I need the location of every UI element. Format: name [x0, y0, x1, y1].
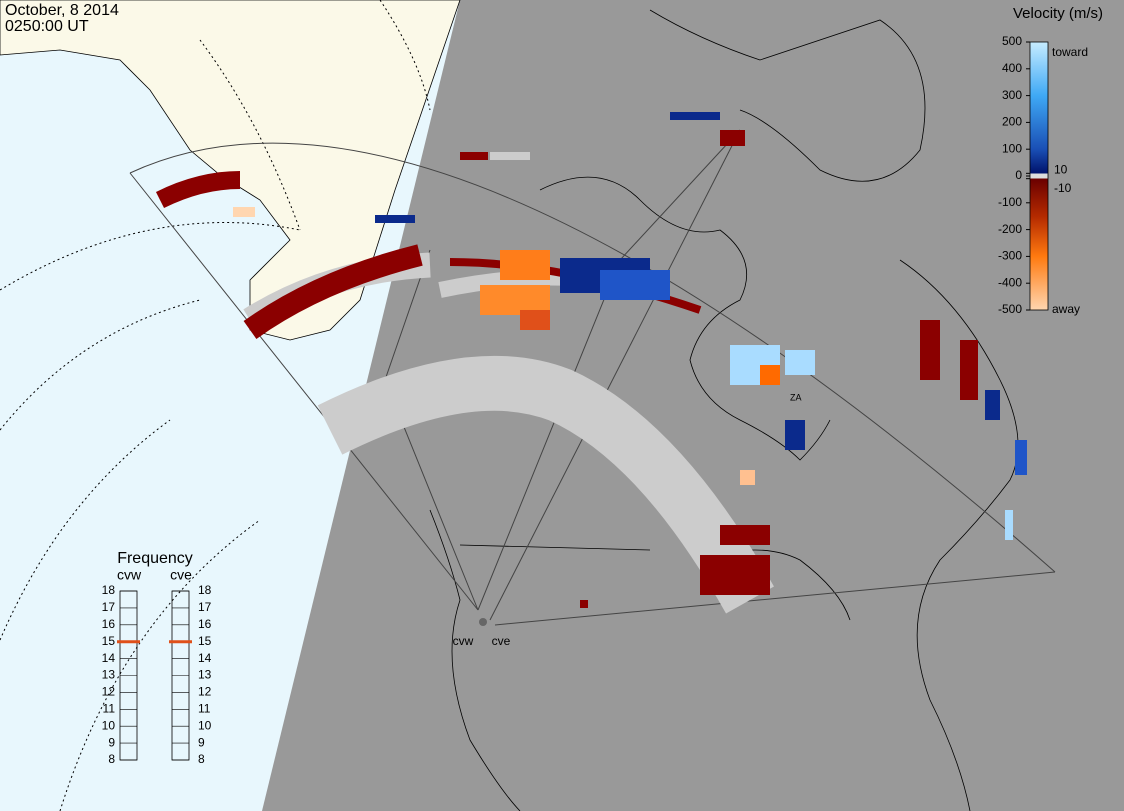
frequency-tick-label: 16 [102, 617, 116, 631]
colorbar-tick-label: -200 [998, 222, 1022, 236]
colorbar-title: Velocity (m/s) [1013, 5, 1103, 22]
frequency-tick-label: 13 [198, 668, 212, 682]
colorbar [1029, 41, 1049, 311]
frequency-tick-label: 12 [102, 685, 116, 699]
colorbar-tick-label: 500 [1002, 34, 1022, 48]
colorbar-tick-label: -300 [998, 249, 1022, 263]
frequency-tick-label: 17 [102, 600, 116, 614]
date: October, 8 2014 [5, 2, 119, 19]
station-label: cve [492, 634, 511, 648]
frequency-title: Frequency [117, 550, 193, 567]
frequency-tick-label: 8 [108, 752, 115, 766]
frequency-tick-label: 8 [198, 752, 205, 766]
frequency-tick-label: 15 [198, 634, 212, 648]
frequency-tick-label: 11 [103, 701, 116, 715]
colorbar-tick-label: 100 [1002, 141, 1022, 155]
radar-name: cve [170, 567, 192, 583]
colorbar-tick-label: 300 [1002, 88, 1022, 102]
away-label: away [1052, 302, 1080, 316]
frequency-tick-label: 10 [198, 718, 212, 732]
frequency-tick-label: 18 [198, 583, 212, 597]
frequency-tick-label: 9 [198, 735, 205, 749]
frequency-tick-label: 17 [198, 600, 212, 614]
colorbar-tick-label: 10 [1054, 162, 1068, 176]
frequency-tick-label: 13 [102, 668, 116, 682]
station-label: cvw [453, 634, 474, 648]
radar-site [479, 618, 487, 626]
frequency-tick-label: 9 [108, 735, 115, 749]
frequency-tick-label: 11 [198, 701, 211, 715]
colorbar-tick-label: -400 [998, 275, 1022, 289]
frequency-tick-label: 12 [198, 685, 212, 699]
radar-name: cvw [117, 567, 142, 583]
annotation: ZA [790, 392, 802, 402]
colorbar-tick-label: -10 [1054, 181, 1072, 195]
frequency-tick-label: 15 [102, 634, 116, 648]
colorbar-tick-label: 400 [1002, 61, 1022, 75]
frequency-tick-label: 10 [102, 718, 116, 732]
frequency-tick-label: 14 [102, 651, 116, 665]
colorbar-tick-label: -100 [998, 195, 1022, 209]
frequency-tick-label: 16 [198, 617, 212, 631]
time: 0250:00 UT [5, 18, 89, 35]
frequency-tick-label: 14 [198, 651, 212, 665]
velocity-cells [155, 112, 1027, 608]
frequency-tick-label: 18 [102, 583, 116, 597]
colorbar-tick-label: 0 [1015, 168, 1022, 182]
colorbar-tick-label: -500 [998, 302, 1022, 316]
colorbar-tick-label: 200 [1002, 115, 1022, 129]
toward-label: toward [1052, 45, 1088, 59]
